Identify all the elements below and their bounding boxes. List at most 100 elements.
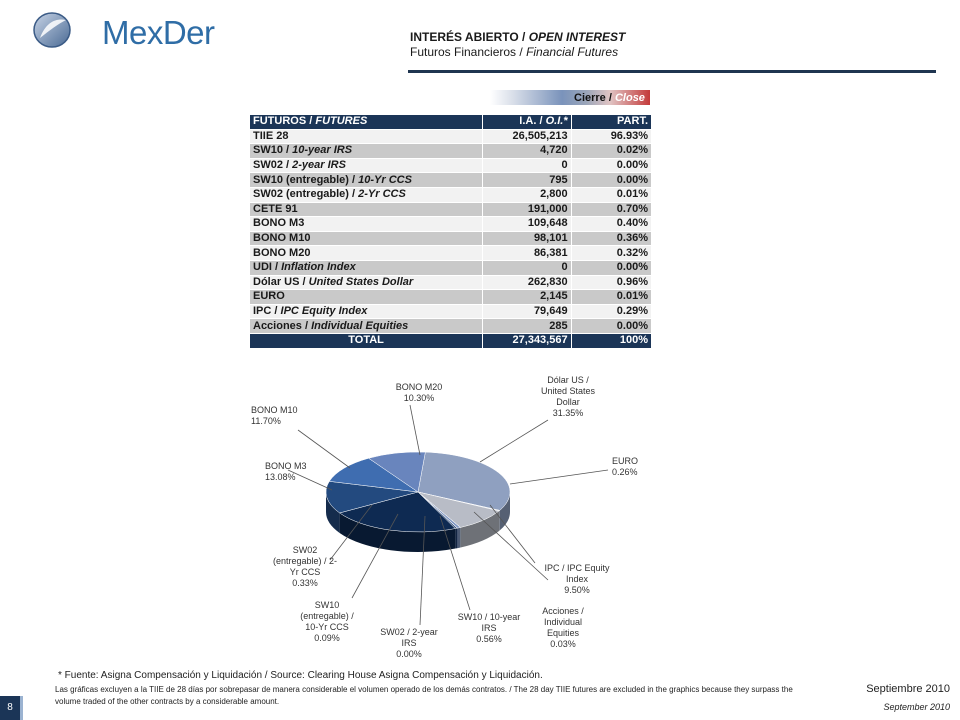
slide-header: INTERÉS ABIERTO / OPEN INTEREST Futuros … [410, 30, 625, 60]
row-label: UDI / Inflation Index [248, 259, 484, 276]
row-part: 0.00% [570, 318, 653, 334]
pie-label: SW10 (entregable) /10-Yr CCS 0.09% [300, 600, 354, 643]
legend-es: Cierre [574, 92, 606, 104]
exclusion-note: Las gráficas excluyen a la TIIE de 28 dí… [55, 685, 793, 706]
pie-leader-line [479, 419, 549, 463]
pie-label: Dólar US / United States Dollar 31.35% [540, 375, 596, 418]
pie-leader-line [419, 515, 426, 626]
table-row: UDI / Inflation Index 0 0.00% [248, 259, 653, 276]
pie-slice [328, 457, 419, 493]
mexder-logo: MexDer [32, 8, 215, 52]
table-row: SW02 (entregable) / 2-Yr CCS 2,800 0.01% [248, 186, 653, 203]
row-part: 0.40% [570, 216, 653, 232]
subtitle-en: Financial Futures [526, 45, 619, 59]
row-label: BONO M3 [248, 216, 484, 232]
table-row: TIIE 28 26,505,213 96.93% [248, 128, 653, 145]
row-label: CETE 91 [248, 201, 484, 218]
table-row: SW10 / 10-year IRS 4,720 0.02% [248, 143, 653, 159]
row-label: TIIE 28 [248, 128, 484, 145]
total-row: TOTAL 27,343,567 100% [248, 332, 653, 349]
table-row: BONO M3 109,648 0.40% [248, 216, 653, 232]
pie-slice [417, 491, 459, 529]
pie-label: BONO M10 11.70% [251, 405, 298, 426]
row-part: 0.70% [570, 201, 653, 218]
row-label: EURO [248, 289, 484, 305]
pie-side [455, 528, 458, 549]
row-oi: 86,381 [482, 245, 572, 261]
date-en: September 2010 [883, 702, 950, 712]
pie-slice [417, 491, 458, 529]
table-row: SW10 (entregable) / 10-Yr CCS 795 0.00% [248, 172, 653, 188]
row-oi: 191,000 [482, 201, 572, 218]
row-label: BONO M20 [248, 245, 484, 261]
row-oi: 0 [482, 259, 572, 276]
pie-label: IPC / IPC Equity Index 9.50% [544, 563, 610, 595]
table-row: BONO M20 86,381 0.32% [248, 245, 653, 261]
table-header-row: FUTUROS / FUTURES I.A. / O.I.* PART. [248, 114, 653, 130]
row-oi: 2,145 [482, 289, 572, 305]
row-oi: 98,101 [482, 230, 572, 247]
row-oi: 262,830 [482, 274, 572, 291]
row-oi: 2,800 [482, 186, 572, 203]
table-body: TIIE 28 26,505,213 96.93% SW10 / 10-year IR… [248, 128, 653, 349]
table-row: Acciones / Individual Equities 285 0.00% [248, 318, 653, 334]
row-oi: 795 [482, 172, 572, 188]
row-part: 0.00% [570, 172, 653, 188]
close-legend-bar [490, 90, 650, 105]
source-note: * Fuente: Asigna Compensación y Liquidac… [58, 670, 543, 681]
pie-side [326, 492, 340, 533]
pie-slice [417, 491, 500, 528]
pie-label: SW02 / 2-year IRS 0.00% [380, 627, 438, 659]
pie-label: BONO M3 13.08% [265, 461, 307, 482]
page-number: 8 [0, 696, 23, 720]
pie-slice [417, 491, 462, 528]
pie-slice [417, 491, 501, 512]
open-interest-table: FUTUROS / FUTURES I.A. / O.I.* PART. TII… [248, 114, 653, 349]
row-part: 0.00% [570, 259, 653, 276]
subtitle-es: Futuros Financieros [410, 45, 517, 59]
row-oi: 26,505,213 [482, 128, 572, 145]
title-en: OPEN INTEREST [528, 30, 626, 44]
row-label: Dólar US / United States Dollar [248, 274, 484, 291]
row-part: 0.02% [570, 143, 653, 159]
pie-label: Acciones / Individual Equities 0.03% [542, 606, 584, 649]
logo-text: MexDer [102, 14, 215, 51]
pie-side [457, 527, 461, 549]
pie-slice [417, 491, 461, 529]
pie-side [460, 510, 500, 548]
pie-leader-line [439, 515, 471, 611]
pie-leader-line [509, 469, 609, 485]
row-oi: 0 [482, 157, 572, 174]
row-part: 0.32% [570, 245, 653, 261]
row-oi: 109,648 [482, 216, 572, 232]
close-legend-label: Cierre / Close [574, 92, 645, 104]
pie-leader-line [409, 404, 421, 456]
total-label: TOTAL [248, 332, 484, 349]
row-label: SW02 (entregable) / 2-Yr CCS [248, 186, 484, 203]
row-oi: 4,720 [482, 143, 572, 159]
row-label: IPC / IPC Equity Index [248, 303, 484, 320]
page-title: INTERÉS ABIERTO / OPEN INTEREST [410, 30, 626, 44]
row-part: 0.36% [570, 230, 653, 247]
row-part: 0.00% [570, 157, 653, 174]
pie-slice [368, 451, 426, 493]
pie-slice [339, 491, 456, 533]
row-label: Acciones / Individual Equities [248, 318, 484, 334]
table-row: CETE 91 191,000 0.70% [248, 201, 653, 218]
table-row: SW02 / 2-year IRS 0 0.00% [248, 157, 653, 174]
header-divider [408, 70, 936, 73]
row-part: 0.01% [570, 289, 653, 305]
row-oi: 285 [482, 318, 572, 334]
pie-leader-line [489, 504, 536, 564]
row-part: 96.93% [570, 128, 653, 145]
pie-side [499, 492, 510, 531]
logo-mark-icon [33, 12, 71, 48]
row-label: SW02 / 2-year IRS [248, 157, 484, 174]
row-part: 0.96% [570, 274, 653, 291]
date-es: Septiembre 2010 [866, 683, 950, 695]
legend-en: Close [614, 92, 645, 104]
table-row: Dólar US / United States Dollar 262,830 0.… [248, 274, 653, 291]
row-label: BONO M10 [248, 230, 484, 247]
pie-label: SW10 / 10-year IRS 0.56% [457, 612, 521, 644]
row-part: 0.01% [570, 186, 653, 203]
